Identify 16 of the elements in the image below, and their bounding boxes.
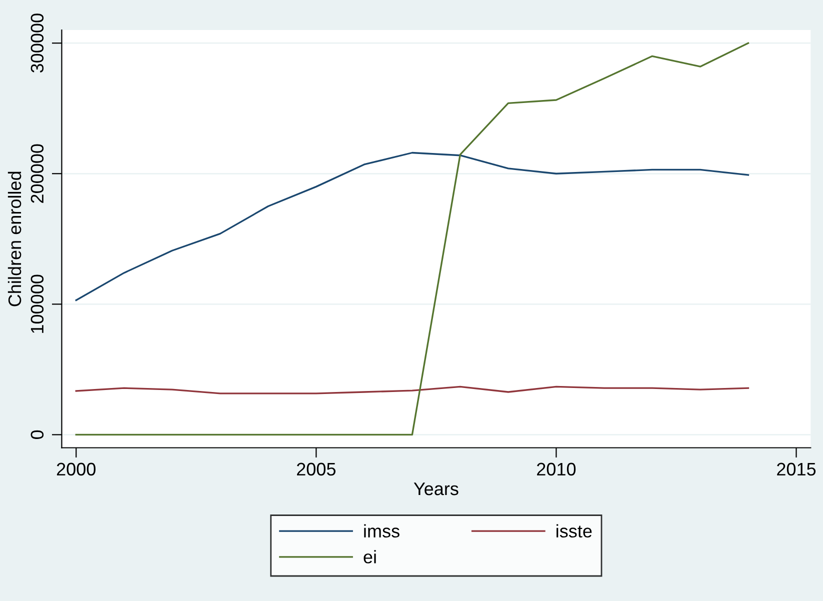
y-tick-label: 0 [30,430,44,440]
x-tick-label: 2015 [777,462,816,476]
x-axis-title: Years [414,482,458,496]
legend-label: ei [364,550,376,564]
x-tick-label: 2000 [56,462,96,476]
y-axis-title: Children enrolled [8,172,22,306]
y-tick-label: 100000 [30,274,44,333]
line-series [75,386,750,394]
legend-label: imss [364,524,400,538]
x-tick-label: 2010 [537,462,576,476]
line-series [75,42,750,436]
line-series [75,152,750,302]
y-tick-label: 300000 [30,14,44,73]
x-tick-label: 2005 [296,462,336,476]
legend-label: isste [556,524,592,538]
y-tick-label: 200000 [30,144,44,203]
